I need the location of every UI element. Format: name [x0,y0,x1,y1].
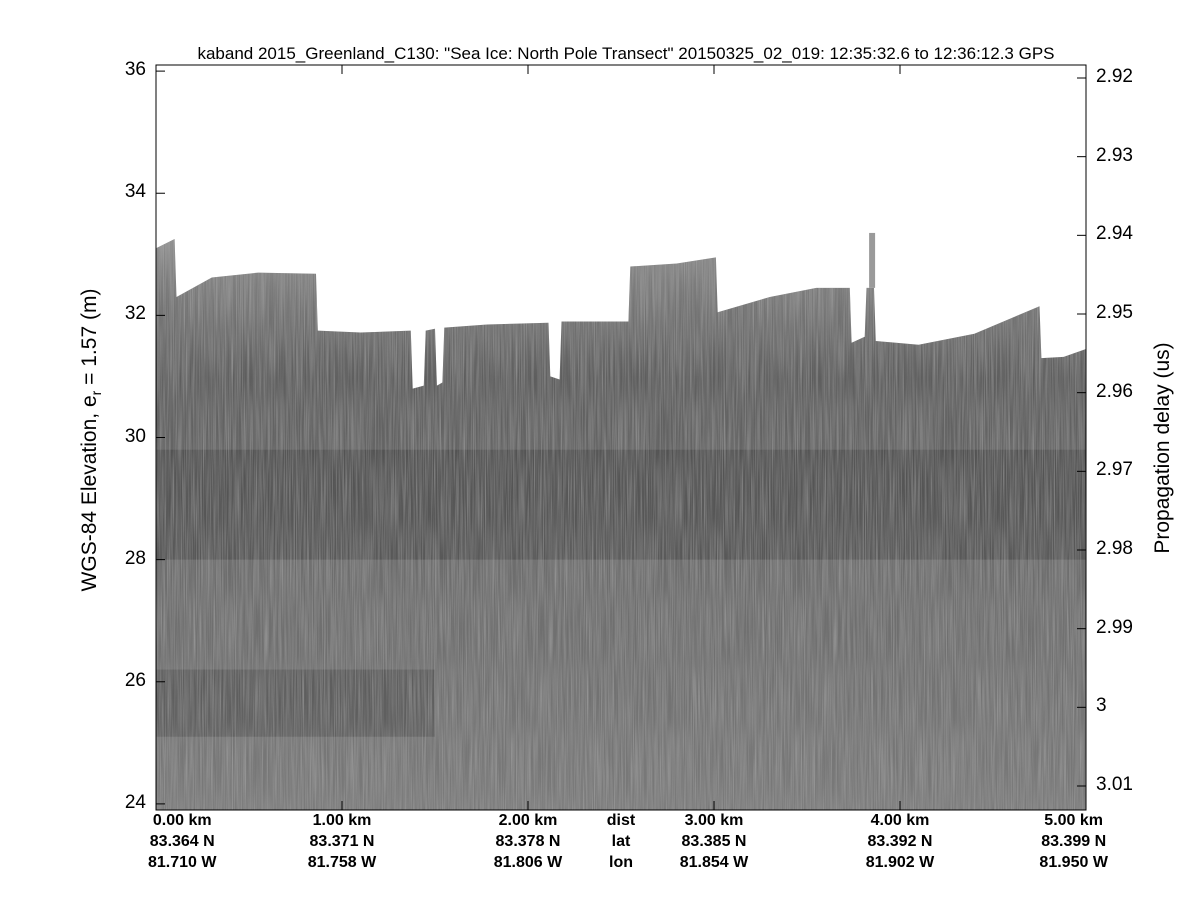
y-axis-label-left: WGS-84 Elevation, er = 1.57 (m) [77,288,105,592]
x-tick-dist: 5.00 km [1044,812,1104,829]
echogram-image [156,232,1086,810]
y-tick-label-right: 2.99 [1096,616,1133,638]
y-tick-label-left: 28 [124,547,146,569]
x-tick-dist: 3.00 km [684,812,744,829]
x-tick-label: 4.00 km 83.392 N 81.902 W [866,810,934,873]
x-tick-dist: 1.00 km [312,812,372,829]
y-tick-label-left: 24 [124,791,146,813]
y-tick-label-right: 2.97 [1096,459,1133,481]
x-tick-lon: 81.806 W [493,854,563,871]
x-tick-lat: lat [611,833,631,850]
x-tick-lon: 81.902 W [865,854,935,871]
x-tick-label: 2.00 km 83.378 N 81.806 W [494,810,562,873]
echogram-data-region [156,239,1086,810]
chart-title: kaband 2015_Greenland_C130: "Sea Ice: No… [197,44,1055,63]
x-row-labels: dist lat lon [607,810,635,873]
y-tick-label-right: 2.96 [1096,380,1133,402]
x-tick-lat: 83.392 N [867,833,933,850]
x-tick-lon: 81.758 W [307,854,377,871]
y-axis-label-right: Propagation delay (us) [1151,342,1174,554]
y-tick-label-right: 3.01 [1096,774,1133,795]
x-tick-dist: 0.00 km [152,812,212,829]
y-tick-label-right: 3 [1096,695,1107,717]
x-tick-label: 5.00 km 83.399 N 81.950 W [1039,810,1107,873]
x-tick-lat: 83.371 N [309,833,375,850]
y-tick-label-left: 36 [124,59,146,81]
x-tick-label: 3.00 km 83.385 N 81.854 W [680,810,748,873]
x-tick-lon: 81.710 W [148,854,217,871]
x-tick-lat: 83.364 N [149,833,215,850]
x-tick-dist: 2.00 km [498,812,558,829]
x-tick-label: 1.00 km 83.371 N 81.758 W [308,810,376,873]
x-tick-lon: 81.854 W [679,854,749,871]
y-tick-label-right: 2.95 [1096,302,1133,323]
x-tick-lat: 83.385 N [681,833,747,850]
speckle-texture [156,239,1086,810]
x-tick-lon: 81.950 W [1039,854,1108,871]
y-tick-label-right: 2.94 [1096,223,1133,245]
y-tick-label-left: 26 [124,669,146,691]
x-tick-lat: 83.399 N [1041,833,1107,850]
x-tick-lon: lon [608,854,633,871]
y-tick-label-right: 2.92 [1096,66,1133,87]
x-tick-dist: dist [606,812,636,829]
axes [155,64,1087,811]
x-tick-label: 0.00 km 83.364 N 81.710 W [148,810,216,873]
y-tick-label-right: 2.93 [1096,144,1133,166]
y-tick-label-left: 30 [124,425,146,447]
x-tick-lat: 83.378 N [495,833,561,850]
x-tick-dist: 4.00 km [870,812,930,829]
y-tick-label-left: 32 [124,303,146,325]
surface-spike [869,232,876,288]
y-tick-label-right: 2.98 [1096,538,1133,559]
y-tick-label-left: 34 [124,181,146,203]
